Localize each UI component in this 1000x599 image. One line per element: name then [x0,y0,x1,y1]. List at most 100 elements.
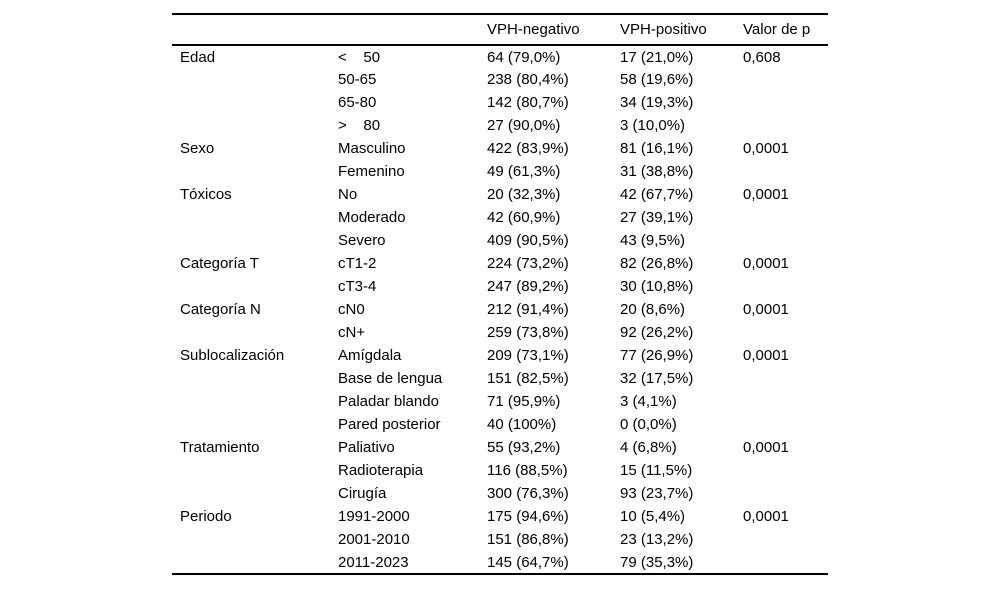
vph-positivo-cell: 10 (5,4%) [620,508,686,525]
p-value-cell [743,413,828,436]
vph-positivo-cell: 17 (21,0%) [620,48,694,66]
header-vph-negativo: VPH-negativo [487,14,620,46]
vph-positivo-cell: 23 (13,2%) [620,531,694,548]
table-row: > 80 27 (90,0%) 3 (10,0%) [172,114,828,137]
table-row: Categoría N cN0 212 (91,4%) 20 (8,6%) 0,… [172,298,828,321]
vph-negativo-cell: 142 (80,7%) [487,94,569,111]
vph-negativo-cell: 409 (90,5%) [487,232,569,249]
subcategory-cell: < 50 [338,48,381,66]
vph-positivo-cell: 0 (0,0%) [620,416,677,433]
vph-negativo-cell: 49 (61,3%) [487,163,561,180]
table-row: Moderado 42 (60,9%) 27 (39,1%) [172,206,828,229]
category-cell [172,160,338,183]
table-row: Base de lengua 151 (82,5%) 32 (17,5%) [172,367,828,390]
vph-negativo-cell: 40 (100%) [487,416,557,433]
p-value-cell: 0,0001 [743,301,789,318]
category-cell: Tóxicos [180,186,232,203]
subcategory-cell: Masculino [338,140,406,157]
vph-negativo-cell: 422 (83,9%) [487,140,569,157]
vph-positivo-cell: 79 (35,3%) [620,553,694,571]
vph-statistics-table: VPH-negativo VPH-positivo Valor de p Eda… [172,13,828,575]
category-cell [172,275,338,298]
p-value-cell [743,206,828,229]
subcategory-cell: cT3-4 [338,278,377,295]
subcategory-cell: Base de lengua [338,370,443,387]
p-value-cell: 0,0001 [743,508,789,525]
p-value-cell [743,528,828,551]
category-cell [172,459,338,482]
category-cell [172,229,338,252]
vph-positivo-cell: 30 (10,8%) [620,278,694,295]
table-row: cN+ 259 (73,8%) 92 (26,2%) [172,321,828,344]
subcategory-cell: Cirugía [338,485,387,502]
p-value-cell [743,91,828,114]
vph-negativo-cell: 151 (82,5%) [487,370,569,387]
vph-positivo-cell: 27 (39,1%) [620,209,694,226]
p-value-cell: 0,0001 [743,255,789,272]
table-row: Radioterapia 116 (88,5%) 15 (11,5%) [172,459,828,482]
vph-negativo-cell: 55 (93,2%) [487,439,561,456]
vph-positivo-cell: 58 (19,6%) [620,71,694,88]
subcategory-cell: Femenino [338,163,405,180]
vph-positivo-cell: 3 (4,1%) [620,393,677,410]
table-row: cT3-4 247 (89,2%) 30 (10,8%) [172,275,828,298]
vph-positivo-cell: 3 (10,0%) [620,117,686,134]
subcategory-cell: 65-80 [338,94,377,111]
subcategory-cell: 50-65 [338,71,377,88]
vph-positivo-cell: 20 (8,6%) [620,301,686,318]
vph-negativo-cell: 209 (73,1%) [487,347,569,364]
table-row: 2001-2010 151 (86,8%) 23 (13,2%) [172,528,828,551]
header-vph-positivo: VPH-positivo [620,14,743,46]
category-cell [172,68,338,91]
vph-negativo-cell: 224 (73,2%) [487,255,569,272]
header-category [172,14,338,46]
p-value-cell [743,321,828,344]
table-row: 65-80 142 (80,7%) 34 (19,3%) [172,91,828,114]
p-value-cell [743,160,828,183]
table-row: Edad < 50 64 (79,0%) 17 (21,0%) 0,608 [172,45,828,68]
vph-negativo-cell: 300 (76,3%) [487,485,569,502]
p-value-cell: 0,0001 [743,439,789,456]
p-value-cell [743,551,828,574]
p-value-cell [743,275,828,298]
p-value-cell [743,367,828,390]
category-cell [172,91,338,114]
category-cell: Sublocalización [180,347,285,364]
subcategory-cell: Severo [338,232,386,249]
subcategory-cell: cN+ [338,324,366,341]
vph-positivo-cell: 31 (38,8%) [620,163,694,180]
p-value-cell: 0,608 [743,48,781,66]
vph-positivo-cell: 82 (26,8%) [620,255,694,272]
vph-positivo-cell: 4 (6,8%) [620,439,677,456]
table-row: Categoría T cT1-2 224 (73,2%) 82 (26,8%)… [172,252,828,275]
vph-negativo-cell: 238 (80,4%) [487,71,569,88]
table-row: Periodo 1991-2000 175 (94,6%) 10 (5,4%) … [172,505,828,528]
vph-negativo-cell: 212 (91,4%) [487,301,569,318]
vph-positivo-cell: 77 (26,9%) [620,347,694,364]
category-cell [172,528,338,551]
subcategory-cell: 1991-2000 [338,508,410,525]
subcategory-cell: Moderado [338,209,406,226]
subcategory-cell: Pared posterior [338,416,441,433]
vph-negativo-cell: 175 (94,6%) [487,508,569,525]
subcategory-cell: Amígdala [338,347,402,364]
header-row: VPH-negativo VPH-positivo Valor de p [172,14,828,46]
subcategory-cell: 2011-2023 [338,553,409,571]
subcategory-cell: Radioterapia [338,462,424,479]
p-value-cell: 0,0001 [743,347,789,364]
vph-negativo-cell: 145 (64,7%) [487,553,569,571]
vph-positivo-cell: 81 (16,1%) [620,140,694,157]
table-row: Severo 409 (90,5%) 43 (9,5%) [172,229,828,252]
vph-negativo-cell: 259 (73,8%) [487,324,569,341]
vph-negativo-cell: 27 (90,0%) [487,117,561,134]
vph-negativo-cell: 151 (86,8%) [487,531,569,548]
category-cell [172,206,338,229]
table-row: Sublocalización Amígdala 209 (73,1%) 77 … [172,344,828,367]
header-valor-de-p: Valor de p [743,14,828,46]
vph-positivo-cell: 15 (11,5%) [620,462,693,479]
subcategory-cell: cT1-2 [338,255,377,272]
vph-negativo-cell: 64 (79,0%) [487,48,561,66]
table-row: Pared posterior 40 (100%) 0 (0,0%) [172,413,828,436]
header-subcategory [338,14,487,46]
